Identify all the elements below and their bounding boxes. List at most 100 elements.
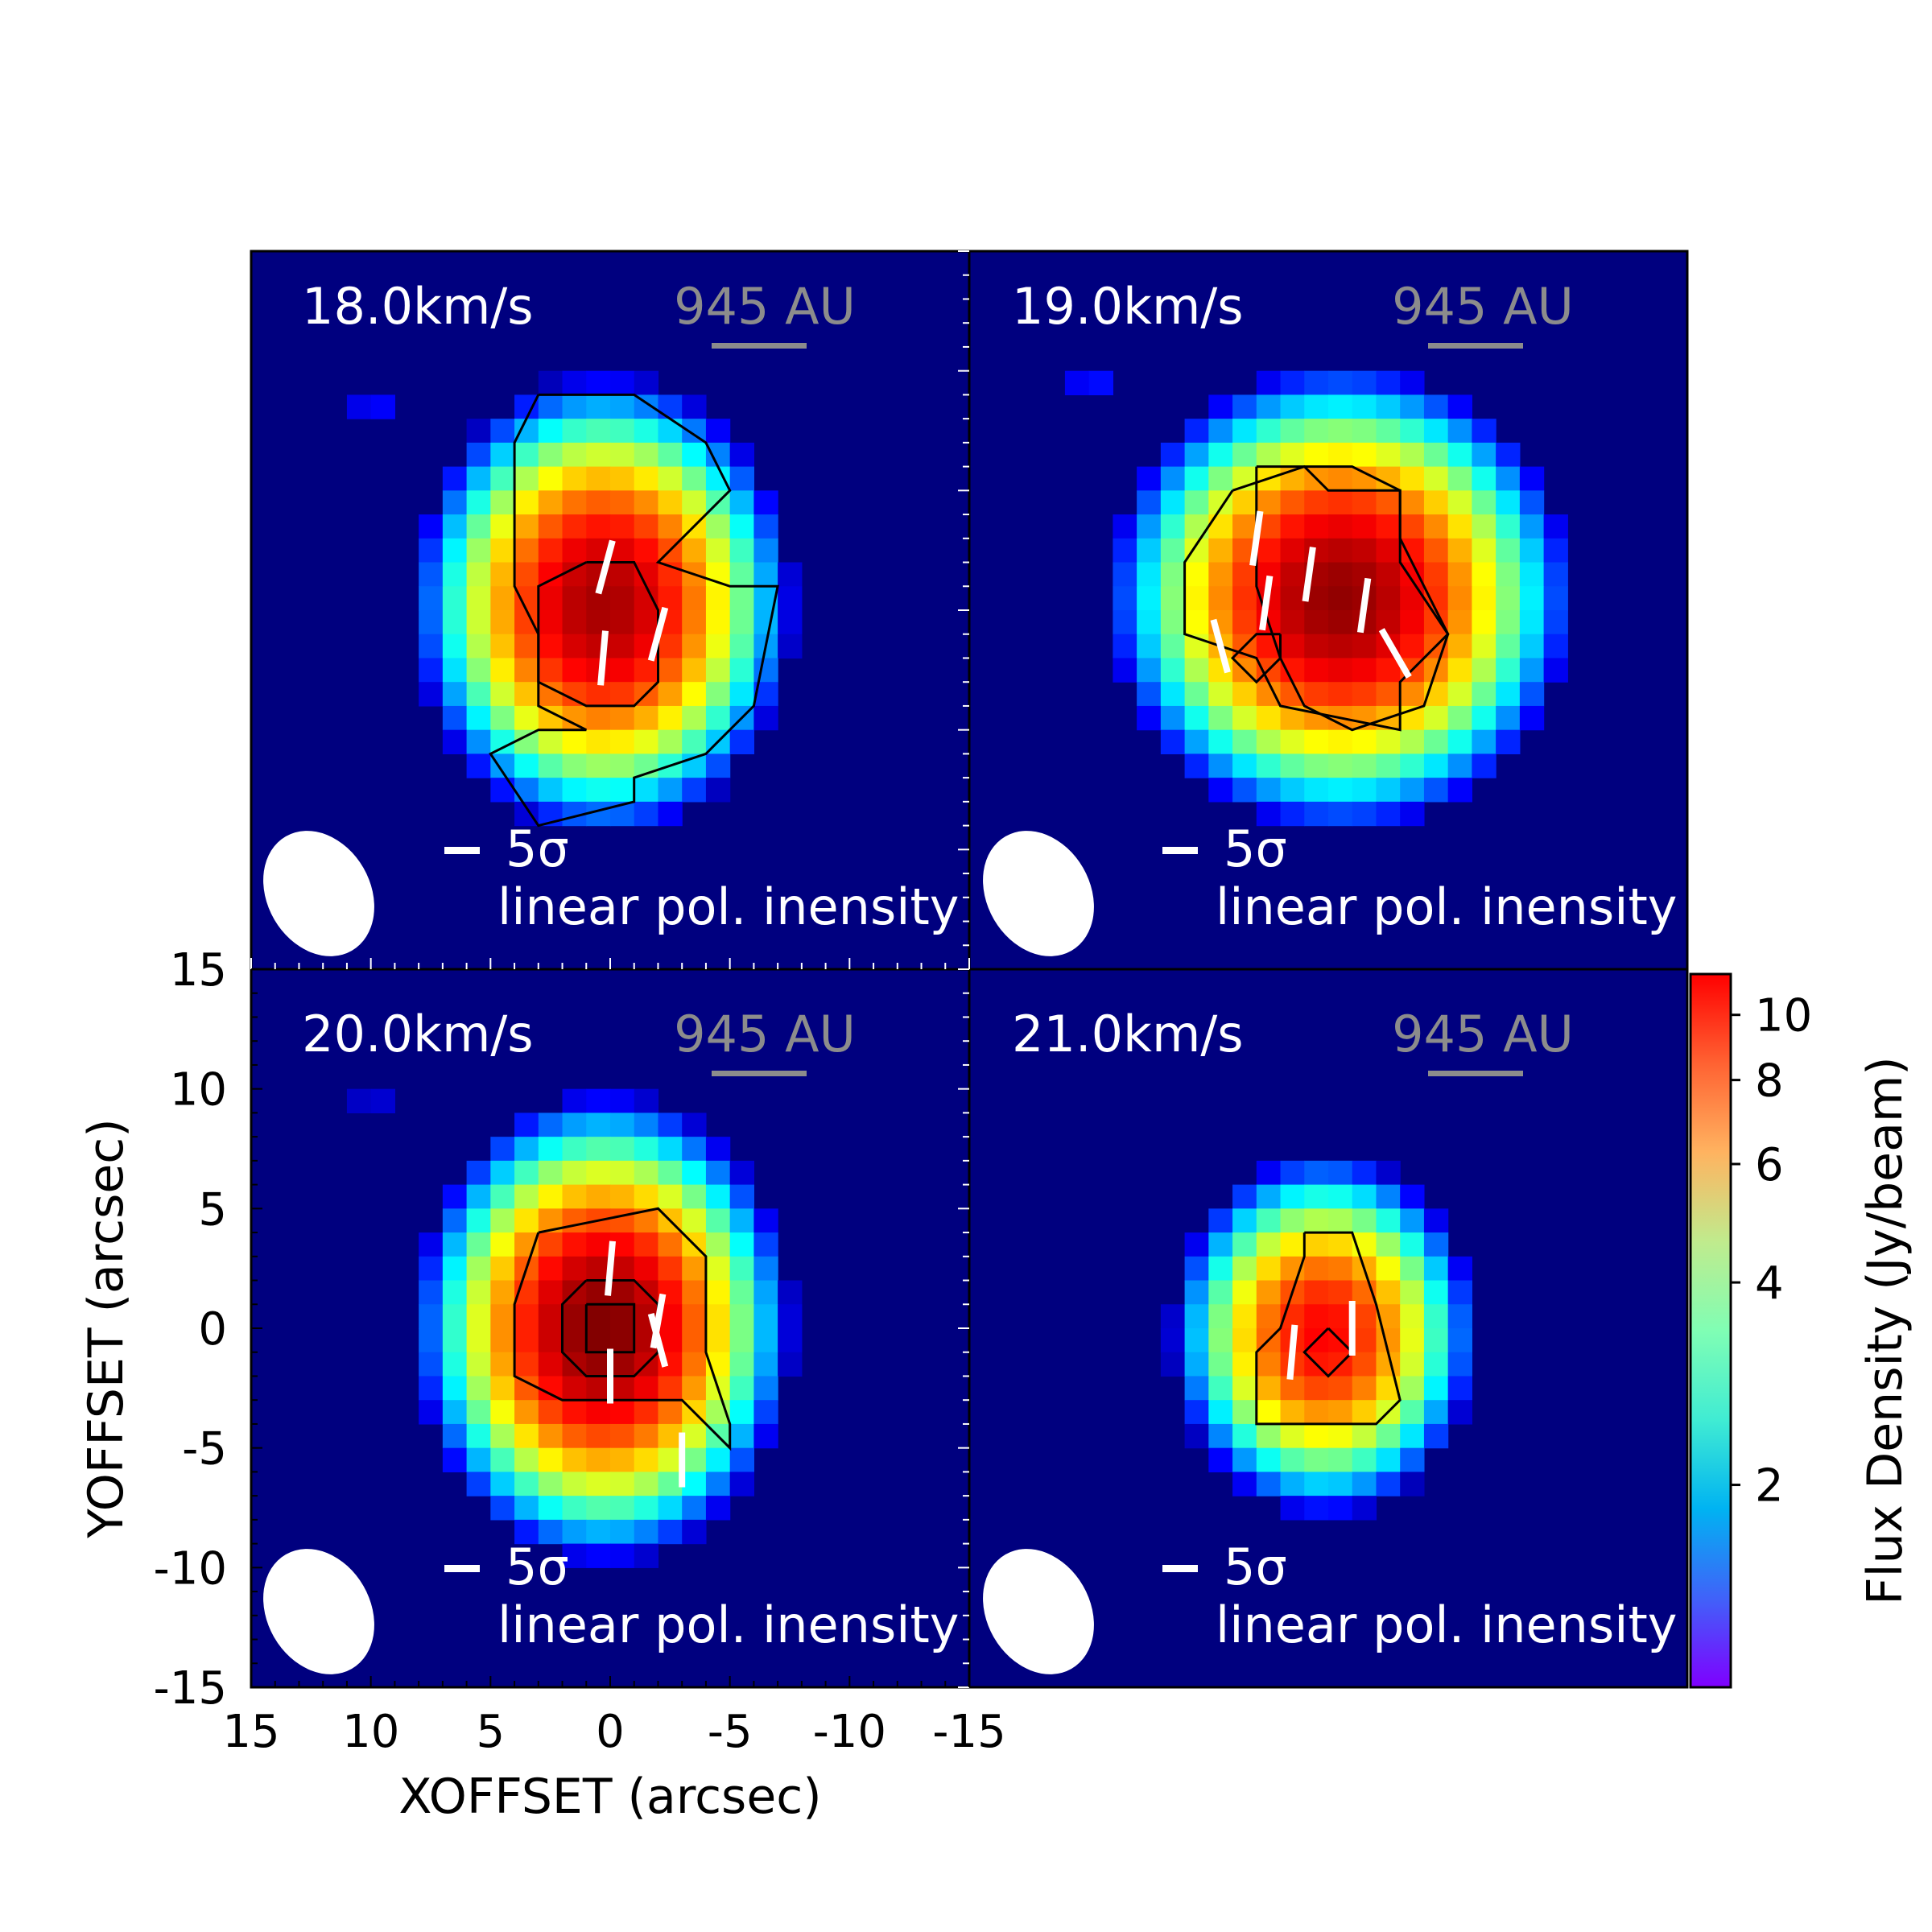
heatmap-cell (466, 586, 491, 611)
heatmap-cell (1232, 778, 1257, 803)
heatmap-cell (1376, 538, 1401, 564)
heatmap-cell (610, 1208, 635, 1233)
heatmap-cell (1184, 442, 1209, 468)
heatmap-cell (1137, 490, 1162, 515)
velocity-label: 19.0km/s (1012, 277, 1244, 336)
heatmap-cell (562, 394, 587, 419)
heatmap-cell (538, 1328, 564, 1353)
legend-text: linear pol. inensity (497, 877, 960, 936)
heatmap-cell (1208, 1376, 1233, 1401)
heatmap-cell (682, 1472, 707, 1496)
heatmap-cell (1328, 778, 1353, 803)
heatmap-cell (1496, 466, 1521, 491)
heatmap-cell (705, 466, 731, 491)
heatmap-cell (1352, 1400, 1377, 1425)
pol-vectors-18kms (595, 539, 669, 686)
heatmap-cell (538, 538, 564, 564)
heatmap-cell (1328, 753, 1353, 778)
heatmap-cell (1208, 466, 1233, 491)
heatmap-cell (1184, 1232, 1209, 1257)
heatmap-cell (729, 1376, 754, 1401)
heatmap-cell (562, 1160, 587, 1186)
heatmap-cell (658, 634, 683, 659)
heatmap-cell (1137, 586, 1162, 611)
colorbar-ticks (1731, 1013, 1740, 1487)
heatmap-cell (1304, 394, 1329, 419)
velocity-label: 20.0km/s (302, 1005, 534, 1063)
heatmap-cell (1232, 753, 1257, 778)
heatmap-cell (1232, 394, 1257, 419)
legend-text: linear pol. inensity (1216, 1596, 1678, 1654)
heatmap-cell (634, 658, 659, 683)
heatmap-cell (1423, 442, 1449, 468)
heatmap-cell (562, 778, 587, 803)
heatmap-cell (419, 1280, 444, 1305)
heatmap-cell (1137, 514, 1162, 539)
heatmap-cell (514, 562, 539, 587)
panel-18kms: 18.0km/s 945 AU 5σ linear pol. inensity (250, 250, 971, 971)
heatmap-cell (442, 538, 468, 564)
heatmap-cell (610, 1088, 635, 1113)
y-tick-label: 15 (170, 944, 227, 997)
heatmap-cell (586, 1304, 611, 1329)
heatmap-cell (1400, 586, 1425, 611)
heatmap-cell (442, 1328, 468, 1353)
heatmap-cell (1328, 1256, 1353, 1282)
heatmap-cell (514, 1304, 539, 1329)
heatmap-cell (729, 1256, 754, 1282)
heatmap-cell (1352, 1496, 1377, 1521)
pol-vector (1249, 510, 1264, 567)
heatmap-cell (682, 610, 707, 635)
scale-bar-label: 945 AU (674, 277, 856, 336)
heatmap-cell (1423, 1376, 1449, 1401)
heatmap-cell (1137, 658, 1162, 683)
heatmap-cell (753, 490, 778, 515)
heatmap-cell (1304, 682, 1329, 707)
heatmap-cell (610, 1184, 635, 1209)
heatmap-cell (682, 490, 707, 515)
heatmap-cell (634, 1519, 659, 1545)
heatmap-cell (705, 634, 731, 659)
heatmap-cell (1160, 466, 1186, 491)
heatmap-cell (562, 1232, 587, 1257)
heatmap-cell (1208, 538, 1233, 564)
heatmap-cell (490, 419, 515, 444)
heatmap-cell (562, 1304, 587, 1329)
heatmap-cell (586, 801, 611, 827)
pol-vectors-19kms (1210, 510, 1412, 679)
heatmap-cell (586, 682, 611, 707)
heatmap-cell (514, 1496, 539, 1521)
heatmap-cell (1423, 705, 1449, 731)
heatmap-cell (729, 1160, 754, 1186)
heatmap-cell (1472, 705, 1496, 731)
heatmap-cell (610, 562, 635, 587)
heatmap-cell (370, 1088, 395, 1113)
heatmap-cell (1472, 729, 1496, 754)
heatmap-cell (419, 1256, 444, 1282)
heatmap-cell (1232, 1208, 1257, 1233)
heatmap-cell (442, 586, 468, 611)
heatmap-cell (705, 1184, 731, 1209)
heatmap-cell (1496, 682, 1521, 707)
heatmap-cell (753, 514, 778, 539)
heatmap-cell (1447, 514, 1472, 539)
heatmap-cell (586, 442, 611, 468)
heatmap-cell (490, 729, 515, 754)
heatmap-cell (1280, 1496, 1305, 1521)
pol-vector (605, 1241, 616, 1296)
heatmap-cell (490, 1304, 515, 1329)
heatmap-cell (1232, 682, 1257, 707)
heatmap-cell (1256, 538, 1282, 564)
heatmap-cell (1376, 682, 1401, 707)
heatmap-cell (1423, 514, 1449, 539)
heatmap-cell (1496, 729, 1521, 754)
heatmap-cell (778, 562, 803, 587)
heatmap-cell (1352, 514, 1377, 539)
heatmap-cell (586, 610, 611, 635)
heatmap-cell (1543, 586, 1568, 611)
heatmap-cell (466, 610, 491, 635)
heatmap-cell (729, 562, 754, 587)
heatmap-cell (562, 610, 587, 635)
heatmap-cell (1472, 753, 1496, 778)
heatmap-cell (1447, 634, 1472, 659)
